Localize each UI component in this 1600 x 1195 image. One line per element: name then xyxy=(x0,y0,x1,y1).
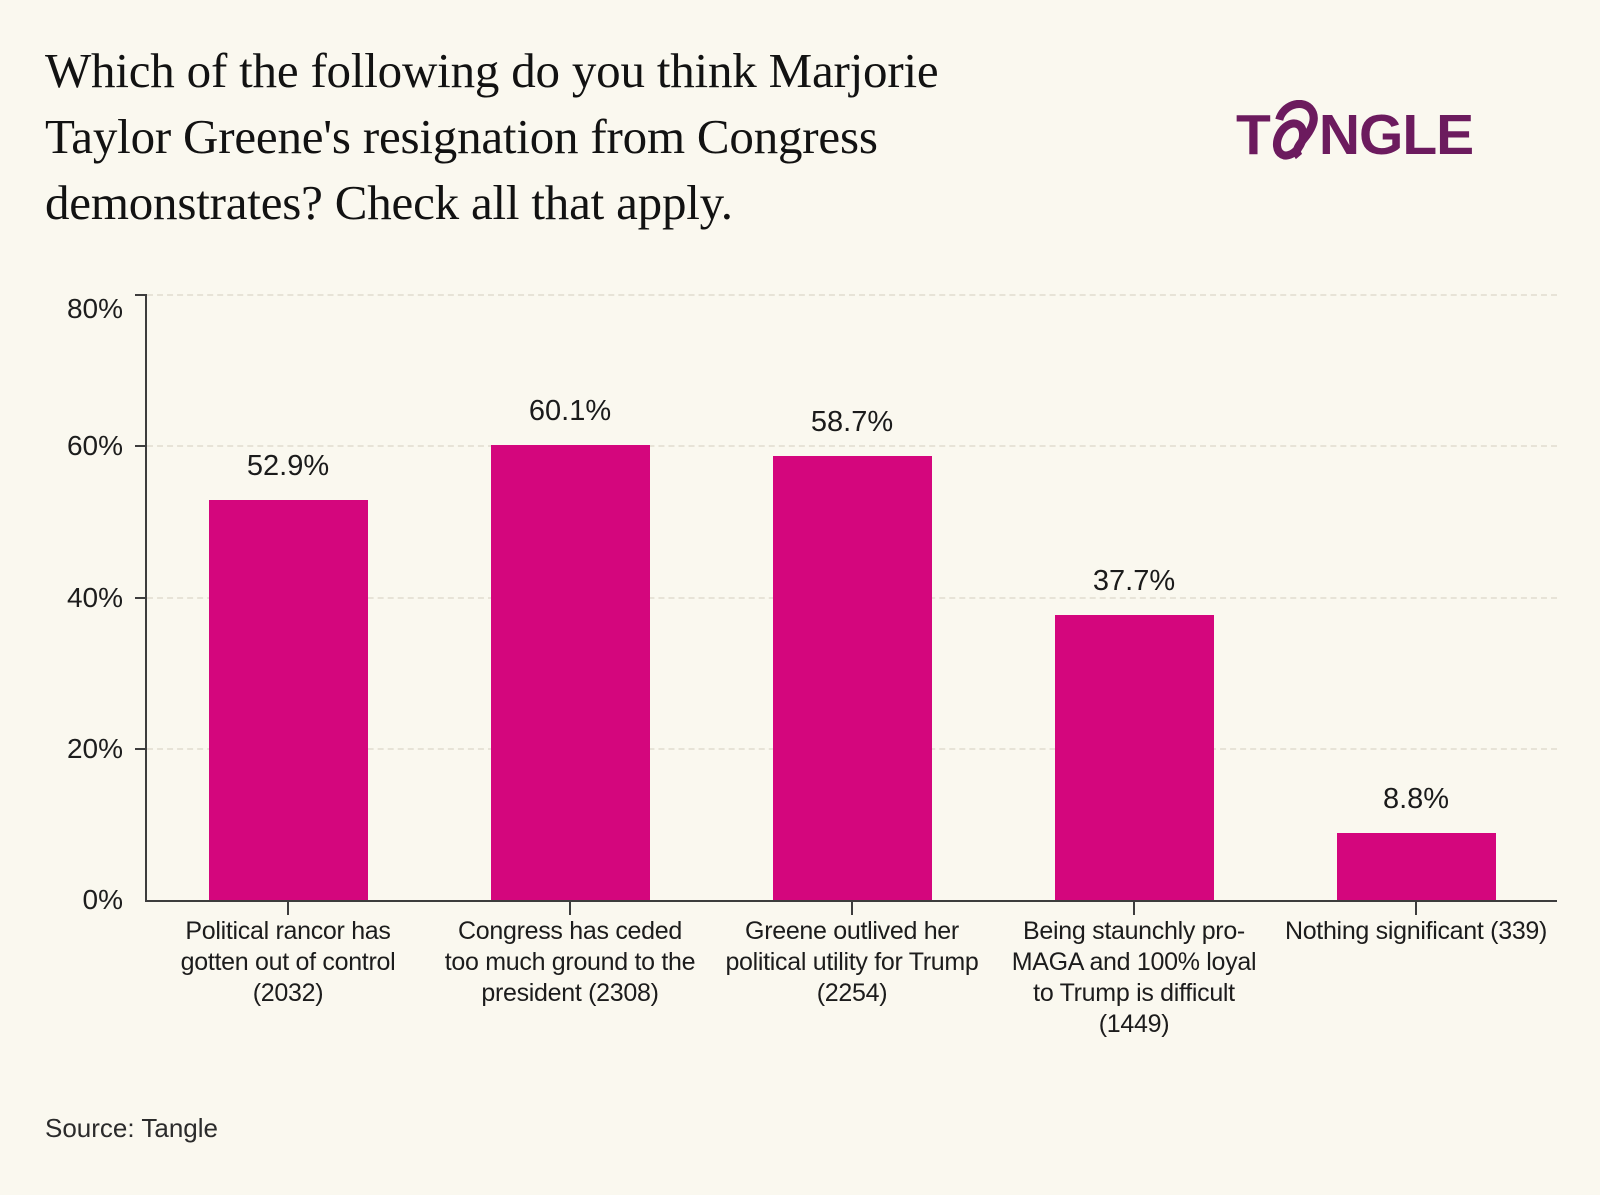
x-axis-tick xyxy=(287,902,289,915)
y-tick-label: 40% xyxy=(66,581,123,613)
page-title: Which of the following do you think Marj… xyxy=(45,38,1125,236)
y-axis xyxy=(145,295,147,902)
gridline xyxy=(147,294,1557,296)
category-label: Congress has ceded too much ground to th… xyxy=(444,917,696,1007)
y-axis-tick xyxy=(135,596,147,599)
y-axis-tick xyxy=(135,747,147,750)
y-axis-tick xyxy=(135,445,147,448)
tangle-a-icon xyxy=(1271,99,1318,175)
bar-value-label: 8.8% xyxy=(1382,783,1450,816)
x-axis-tick xyxy=(1133,902,1135,915)
bar xyxy=(208,499,368,900)
tangle-logo-text-t: T xyxy=(1236,103,1271,167)
page-title-line: demonstrates? Check all that apply. xyxy=(45,175,733,230)
bar-value-label: 52.9% xyxy=(246,449,330,482)
bar-value-label: 60.1% xyxy=(528,395,612,428)
category-label: Political rancor has gotten out of contr… xyxy=(180,917,396,1007)
bar-value-label: 58.7% xyxy=(810,406,894,439)
gridline xyxy=(147,445,1557,448)
bar xyxy=(1336,833,1496,900)
bar xyxy=(490,445,650,900)
y-tick-label: 0% xyxy=(82,884,123,915)
x-axis-tick xyxy=(851,902,853,915)
bar xyxy=(1054,614,1214,900)
x-axis-tick xyxy=(569,902,571,915)
y-tick-label: 60% xyxy=(66,430,123,462)
category-label: Being staunchly pro-MAGA and 100% loyal … xyxy=(1011,917,1257,1038)
page-title-line: Taylor Greene's resignation from Congres… xyxy=(45,109,878,164)
tangle-logo: T NGLE xyxy=(1236,99,1474,168)
y-axis-tick xyxy=(135,294,147,296)
y-tick-label: 80% xyxy=(66,293,123,324)
bar xyxy=(772,456,932,900)
category-label: Nothing significant (339) xyxy=(1284,917,1548,945)
x-axis xyxy=(145,900,1557,902)
page-title-line: Which of the following do you think Marj… xyxy=(45,43,939,98)
source-note: Source: Tangle xyxy=(45,1113,218,1143)
x-axis-tick xyxy=(1415,902,1417,915)
y-tick-label: 20% xyxy=(66,732,123,764)
tangle-logo-text-rest: NGLE xyxy=(1318,103,1474,167)
bar-value-label: 37.7% xyxy=(1092,564,1176,597)
category-label: Greene outlived her political utility fo… xyxy=(725,917,979,1007)
